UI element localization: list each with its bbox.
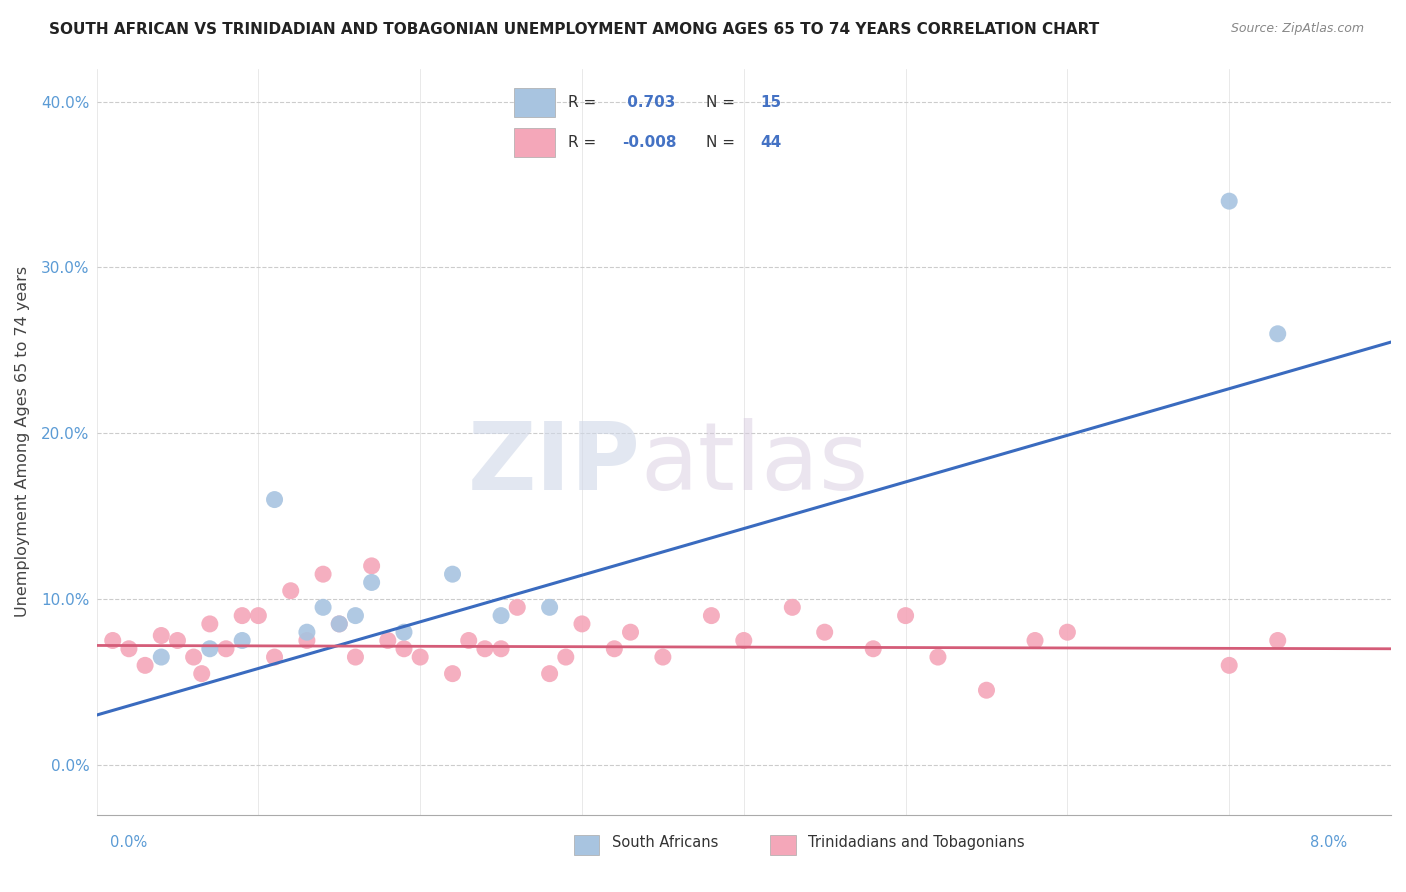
Point [441,567,464,582]
Point [782,600,804,615]
Point [280,583,302,598]
Text: South Africans: South Africans [612,836,718,850]
Point [1056,625,1078,640]
Point [263,650,285,665]
Point [894,608,917,623]
Point [198,616,221,631]
Point [1218,194,1240,209]
Point [344,608,367,623]
Point [295,633,318,648]
Point [231,608,253,623]
Point [360,575,382,590]
Point [457,633,479,648]
Point [1267,326,1289,341]
Text: ZIP: ZIP [467,418,640,510]
Point [344,650,367,665]
Point [328,616,350,631]
Point [295,625,318,640]
Point [360,558,382,573]
Point [263,492,285,507]
Point [190,666,212,681]
Point [474,641,496,656]
Point [1267,633,1289,648]
Point [247,608,270,623]
Point [489,608,512,623]
Point [814,625,837,640]
Point [328,616,350,631]
Text: atlas: atlas [640,418,869,510]
Point [441,666,464,681]
Text: Source: ZipAtlas.com: Source: ZipAtlas.com [1230,22,1364,36]
Point [312,567,335,582]
Point [231,633,253,648]
Point [215,641,238,656]
Point [538,600,561,615]
Point [700,608,723,623]
Point [862,641,884,656]
Point [198,641,221,656]
Point [183,650,205,665]
Point [409,650,432,665]
Point [312,600,335,615]
Point [134,658,156,673]
Point [101,633,124,648]
Point [927,650,949,665]
Y-axis label: Unemployment Among Ages 65 to 74 years: Unemployment Among Ages 65 to 74 years [15,266,30,617]
Text: 8.0%: 8.0% [1310,836,1347,850]
Point [538,666,561,681]
Text: 0.0%: 0.0% [110,836,146,850]
Point [733,633,755,648]
Point [976,683,998,698]
Point [392,625,415,640]
Point [554,650,576,665]
Point [489,641,512,656]
Point [150,628,173,642]
Point [619,625,641,640]
Point [506,600,529,615]
Point [603,641,626,656]
Point [118,641,141,656]
Point [392,641,415,656]
Point [651,650,673,665]
Point [166,633,188,648]
Point [150,650,173,665]
Point [571,616,593,631]
Point [1218,658,1240,673]
Point [1024,633,1046,648]
Point [377,633,399,648]
Text: SOUTH AFRICAN VS TRINIDADIAN AND TOBAGONIAN UNEMPLOYMENT AMONG AGES 65 TO 74 YEA: SOUTH AFRICAN VS TRINIDADIAN AND TOBAGON… [49,22,1099,37]
Text: Trinidadians and Tobagonians: Trinidadians and Tobagonians [808,836,1025,850]
